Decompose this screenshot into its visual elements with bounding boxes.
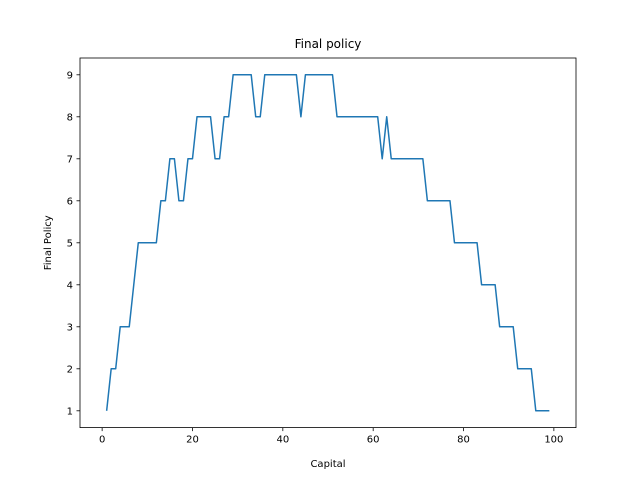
x-tick-label: 20 — [186, 435, 199, 446]
x-tick-label: 0 — [99, 435, 105, 446]
x-axis-title: Capital — [310, 459, 345, 470]
x-axis-ticks: 0 20 40 60 80 100 — [99, 427, 563, 446]
y-tick-label: 7 — [67, 154, 73, 165]
y-tick-label: 8 — [67, 112, 73, 123]
x-tick-label: 40 — [276, 435, 289, 446]
chart-title: Final policy — [295, 37, 362, 51]
y-tick-label: 4 — [67, 280, 73, 291]
series-layer — [105, 74, 550, 412]
x-tick-label: 60 — [367, 435, 380, 446]
y-tick-label: 6 — [67, 196, 73, 207]
axes-frame — [79, 57, 577, 429]
y-tick-label: 9 — [67, 70, 73, 81]
plot-area — [80, 58, 576, 428]
y-tick-label: 3 — [67, 322, 73, 333]
y-axis-title: Final Policy — [43, 215, 54, 270]
y-axis-ticks: 1 2 3 4 5 6 7 8 9 — [67, 70, 80, 417]
x-tick-label: 100 — [544, 435, 563, 446]
y-tick-label: 1 — [67, 406, 73, 417]
y-tick-label: 2 — [67, 364, 73, 375]
x-tick-label: 80 — [457, 435, 470, 446]
y-tick-label: 5 — [67, 238, 73, 249]
series-line-0 — [105, 74, 550, 412]
